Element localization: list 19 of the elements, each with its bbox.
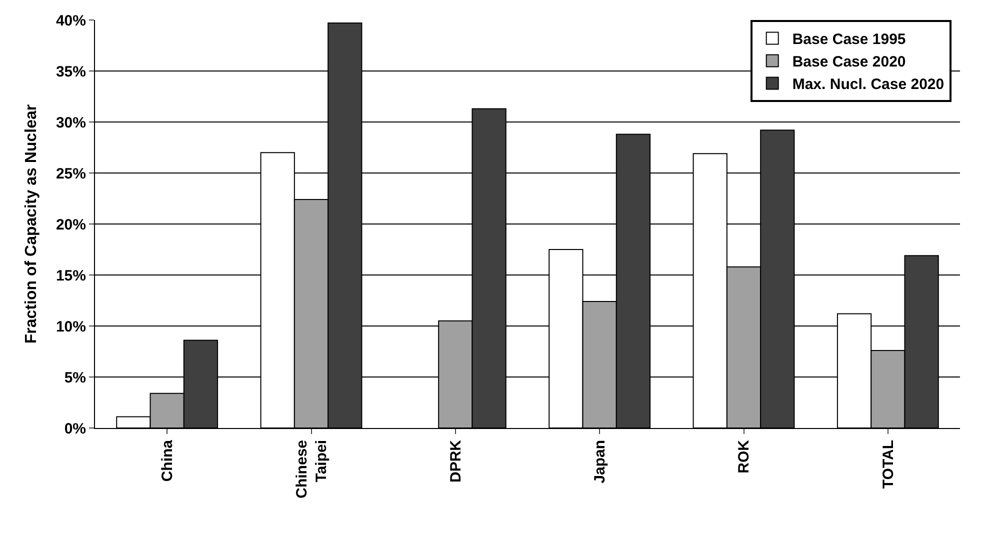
legend-label: Max. Nucl. Case 2020	[792, 76, 944, 94]
x-tick-label: China	[158, 439, 176, 482]
y-tick-label: 25%	[56, 165, 86, 182]
y-tick-label: 10%	[56, 318, 86, 336]
legend-label: Base Case 2020	[792, 54, 906, 71]
y-axis-title: Fraction of Capacity as Nuclear	[22, 104, 40, 344]
y-tick-label: 30%	[56, 114, 86, 132]
x-tick-label: DPRK	[447, 440, 464, 483]
y-tick-label: 5%	[64, 369, 86, 386]
y-tick-label: 40%	[56, 12, 86, 30]
y-tick-label: 0%	[64, 420, 86, 438]
x-tick-label: Japan	[591, 440, 608, 484]
y-tick-label: 35%	[56, 63, 86, 80]
y-tick-label: 15%	[56, 267, 86, 284]
y-tick-label: 20%	[56, 216, 86, 234]
x-tick-label: TOTAL	[880, 440, 897, 489]
legend-label: Base Case 1995	[792, 31, 906, 48]
x-tick-label: Chinese Taipei	[293, 440, 330, 498]
x-tick-label: ROK	[736, 440, 753, 474]
